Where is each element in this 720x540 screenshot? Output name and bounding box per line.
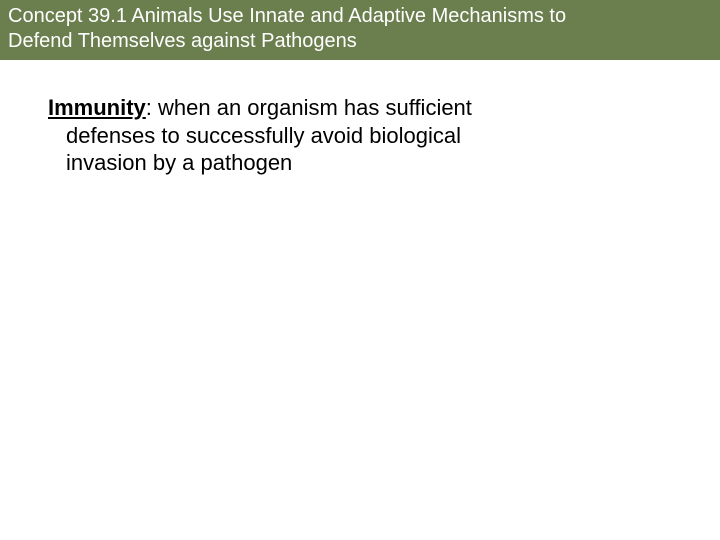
term-immunity: Immunity xyxy=(48,95,146,120)
definition-paragraph: Immunity: when an organism has sufficien… xyxy=(48,94,672,177)
definition-text-1: : when an organism has sufficient xyxy=(146,95,472,120)
header-line-1: Concept 39.1 Animals Use Innate and Adap… xyxy=(8,5,566,27)
definition-text-3: invasion by a pathogen xyxy=(48,149,672,177)
definition-text-2: defenses to successfully avoid biologica… xyxy=(48,122,672,150)
concept-title: Concept 39.1 Animals Use Innate and Adap… xyxy=(8,4,712,54)
slide-content: Immunity: when an organism has sufficien… xyxy=(0,60,720,177)
slide-header: Concept 39.1 Animals Use Innate and Adap… xyxy=(0,0,720,60)
header-line-2: Defend Themselves against Pathogens xyxy=(8,30,357,52)
